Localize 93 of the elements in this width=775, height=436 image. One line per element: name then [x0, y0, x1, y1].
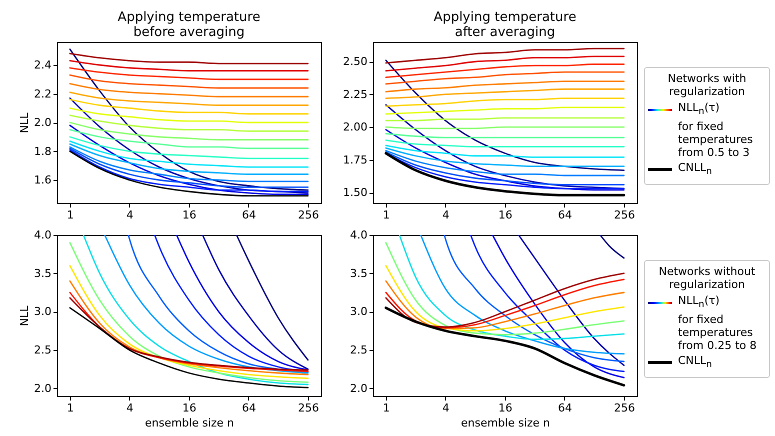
y-tick-label: 4.0 [350, 228, 368, 242]
y-tick-label: 2.0 [34, 382, 52, 395]
y-tick-label: 3.5 [350, 266, 368, 280]
x-tick-label: 4 [442, 402, 450, 414]
x-tick-label: 1 [382, 402, 390, 414]
x-tick-label: 4 [126, 402, 134, 414]
line-series [385, 98, 625, 107]
x-tick-label: 16 [182, 402, 196, 414]
x-tick-label: 256 [298, 402, 319, 414]
line-series [385, 106, 625, 115]
x-tick-label: 16 [498, 402, 512, 414]
y-tick-label: 2.4 [34, 58, 52, 72]
x-tick-label: 4 [442, 208, 450, 222]
x-tick-label: 64 [242, 402, 256, 414]
line-series [69, 97, 309, 194]
line-series [69, 74, 309, 89]
line-series [69, 98, 309, 115]
line-series [385, 64, 625, 78]
text: NLL$_{n}$(τ) [678, 101, 720, 118]
x-tick-label: 16 [498, 208, 512, 222]
line-series [69, 146, 309, 182]
x-axis-title: ensemble size n [460, 416, 550, 430]
line-series [384, 152, 626, 196]
line-series [385, 150, 625, 176]
legend-label: CNLL$_{n}$ [678, 161, 712, 178]
x-tick-label: 64 [558, 402, 572, 414]
line-series [69, 114, 309, 132]
line-series [385, 71, 625, 85]
x-tick-label: 256 [614, 208, 635, 222]
y-tick-label: 3.0 [34, 305, 52, 318]
y-tick-label: 4.0 [34, 228, 52, 242]
line-series [69, 280, 309, 376]
line-series [385, 242, 625, 336]
x-tick-label: 256 [614, 402, 635, 414]
text: for fixed temperatures from 0.5 to 3 [678, 120, 754, 160]
y-tick-label: 1.6 [34, 174, 52, 186]
legend-label: CNLL$_{n}$ [678, 354, 712, 372]
y-tick-label: 2.5 [34, 344, 52, 356]
line-series [69, 128, 309, 150]
chart-title: Applying temperature before averaging [116, 10, 262, 40]
y-tick-label: 2.50 [343, 55, 368, 68]
line-series [385, 48, 625, 64]
line-series [69, 107, 309, 124]
line-series [385, 56, 625, 72]
y-axis-title: NLL [18, 112, 32, 134]
y-tick-label: 2.00 [343, 120, 368, 134]
legend-title: Networks without regularization [658, 265, 756, 291]
x-tick-label: 64 [242, 208, 256, 222]
y-tick-label: 2.25 [343, 88, 368, 101]
x-tick-label: 4 [126, 208, 134, 222]
line-series [384, 306, 626, 387]
legend-title: Networks with regularization [666, 72, 748, 98]
y-tick-label: 2.2 [34, 87, 52, 100]
line-series [385, 264, 625, 332]
y-tick-label: 1.50 [343, 186, 368, 200]
line-series [69, 67, 309, 80]
y-tick-label: 1.75 [343, 153, 368, 166]
y-tick-label: 2.5 [350, 344, 368, 356]
line-series [385, 129, 625, 191]
line-series [385, 80, 625, 92]
line-series [385, 144, 625, 158]
chart-title: Applying temperature after averaging [432, 10, 578, 40]
x-tick-label: 1 [66, 208, 74, 222]
x-tick-label: 256 [298, 208, 319, 222]
line-series [385, 139, 625, 148]
line-series [69, 143, 309, 175]
line-series [385, 147, 625, 168]
text: NLL$_{n}$(τ) [678, 294, 720, 312]
x-tick-label: 1 [382, 208, 390, 222]
line-series [69, 307, 309, 388]
line-series [69, 92, 309, 106]
line-series [385, 60, 625, 171]
text: for fixed temperatures from 0.25 to 8 [678, 313, 758, 352]
line-series [69, 60, 309, 72]
x-tick-label: 1 [66, 402, 74, 414]
y-tick-label: 1.8 [34, 144, 52, 158]
x-tick-label: 64 [558, 208, 572, 222]
line-series [69, 140, 309, 168]
y-tick-label: 2.0 [350, 382, 368, 395]
y-tick-label: 2.0 [34, 116, 52, 129]
line-series [69, 124, 309, 196]
line-series [69, 122, 309, 140]
line-series [69, 264, 309, 380]
y-tick-label: 3.5 [34, 266, 52, 280]
y-tick-label: 3.0 [350, 305, 368, 318]
line-series [385, 88, 625, 99]
line-series [69, 48, 309, 191]
line-series [69, 136, 309, 160]
x-tick-label: 16 [182, 208, 196, 222]
y-axis-title: NLL [18, 304, 32, 326]
line-series [69, 52, 309, 64]
line-series [69, 82, 309, 98]
x-axis-title: ensemble size n [144, 416, 234, 430]
